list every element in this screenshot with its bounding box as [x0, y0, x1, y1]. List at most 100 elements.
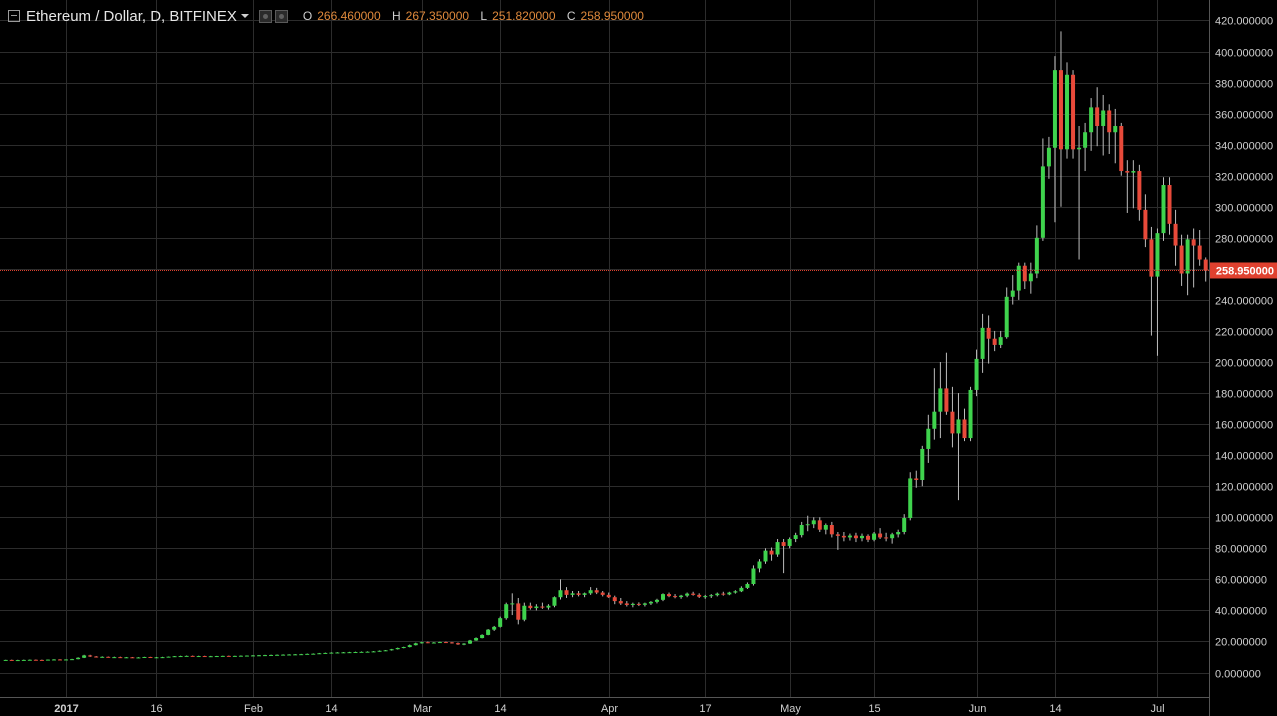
candle-body-up — [100, 656, 105, 658]
candle-body-down — [564, 590, 569, 595]
candle-body-up — [1004, 296, 1009, 338]
open-label: O — [302, 9, 313, 23]
candle-body-up — [902, 518, 907, 532]
candle-body-up — [570, 593, 575, 595]
candle-body-down — [1071, 74, 1076, 150]
candle-body-up — [998, 337, 1003, 345]
candle-body-up — [1052, 70, 1057, 148]
time-tick-label: Jun — [969, 703, 987, 715]
candle-body-up — [70, 659, 75, 661]
candle-body-up — [1083, 132, 1088, 148]
candle-body-up — [546, 605, 551, 608]
price-tick-label: 240.000000 — [1215, 296, 1273, 308]
open-value: 266.460000 — [317, 9, 381, 23]
candle-body-down — [944, 388, 949, 412]
price-tick-label: 220.000000 — [1215, 327, 1273, 339]
price-tick-label: 420.000000 — [1215, 16, 1273, 28]
candle-body-up — [582, 593, 587, 595]
candle-body-up — [522, 605, 527, 620]
candle-body-down — [516, 603, 521, 620]
candle-body-up — [45, 659, 50, 661]
candle-body-down — [425, 642, 430, 644]
candle-body-down — [106, 656, 111, 658]
price-tick-label: 120.000000 — [1215, 482, 1273, 494]
candle-body-up — [661, 594, 665, 600]
candle-body-up — [329, 652, 334, 654]
candle-body-up — [763, 550, 768, 562]
visibility-icon[interactable] — [258, 9, 272, 23]
time-axis[interactable]: 2017 16 Feb 14 Mar 14 Apr 17 May 15 Jun 14 Jul — [54, 703, 1164, 715]
candle-body-up — [166, 656, 171, 658]
candle-body-up — [709, 595, 714, 597]
candle-body-down — [576, 593, 581, 595]
candle-body-down — [226, 655, 231, 657]
time-tick-label: Jul — [1150, 703, 1164, 715]
price-tick-label: 320.000000 — [1215, 172, 1273, 184]
candle-body-up — [799, 525, 804, 536]
candle-body-up — [685, 593, 690, 596]
candle-body-down — [455, 643, 460, 645]
candle-body-up — [847, 535, 852, 538]
candle-body-up — [1089, 107, 1094, 133]
candle-body-up — [1101, 110, 1106, 127]
price-tick-label: 0.000000 — [1215, 669, 1261, 681]
settings-icon[interactable] — [274, 9, 288, 23]
candle-body-down — [148, 656, 153, 658]
candle-body-down — [781, 542, 786, 546]
candle-body-down — [528, 605, 533, 609]
candle-body-up — [353, 652, 358, 654]
candle-body-up — [305, 653, 310, 655]
candle-body-down — [853, 535, 858, 539]
candle-body-up — [492, 626, 497, 630]
candle-body-up — [317, 653, 322, 655]
chevron-down-icon[interactable] — [240, 14, 249, 18]
candle-body-down — [841, 535, 846, 538]
candle-body-up — [1028, 273, 1033, 282]
candle-body-up — [341, 652, 346, 654]
candle-body-up — [926, 428, 931, 449]
candle-body-down — [1167, 185, 1172, 224]
candle-body-up — [172, 656, 177, 658]
close-label: C — [566, 9, 576, 23]
price-tick-label: 360.000000 — [1215, 110, 1273, 122]
candle-body-up — [76, 657, 81, 660]
collapse-legend-icon[interactable] — [8, 10, 20, 22]
candle-body-up — [281, 654, 286, 656]
candle-body-down — [673, 596, 678, 598]
candle-body-up — [160, 657, 165, 659]
symbol-title[interactable]: Ethereum / Dollar, D, BITFINEX — [26, 7, 237, 25]
candles-layer — [3, 31, 1208, 662]
candle-body-up — [775, 542, 780, 555]
candle-body-down — [618, 601, 623, 604]
time-tick-label: 14 — [494, 703, 506, 715]
candle-body-up — [980, 327, 985, 359]
candle-body-up — [15, 660, 20, 662]
candle-body-up — [1040, 166, 1045, 238]
candle-body-up — [377, 650, 382, 652]
candle-body-up — [733, 591, 738, 593]
candle-body-down — [866, 535, 871, 540]
candle-body-up — [811, 520, 816, 525]
candle-body-up — [552, 597, 557, 606]
candle-body-up — [968, 389, 973, 439]
chart-grid — [0, 0, 1209, 697]
candle-body-down — [950, 411, 955, 434]
price-tick-label: 140.000000 — [1215, 451, 1273, 463]
candle-body-down — [606, 594, 611, 598]
candle-body-up — [642, 603, 647, 605]
candle-body-up — [3, 659, 8, 661]
candle-body-down — [88, 655, 93, 657]
candle-body-up — [431, 642, 436, 644]
candle-body-up — [220, 655, 225, 657]
candle-body-up — [437, 642, 442, 644]
ohlc-values: O 266.460000 H 267.350000 L 251.820000 C 258… — [303, 9, 652, 23]
candle-body-up — [250, 655, 255, 657]
candle-body-up — [793, 535, 798, 539]
candle-body-up — [920, 448, 925, 480]
candle-body-down — [1137, 171, 1142, 210]
candle-body-up — [938, 388, 943, 412]
high-value: 267.350000 — [405, 9, 470, 23]
candle-body-up — [269, 654, 274, 656]
time-tick-label: 16 — [150, 703, 162, 715]
